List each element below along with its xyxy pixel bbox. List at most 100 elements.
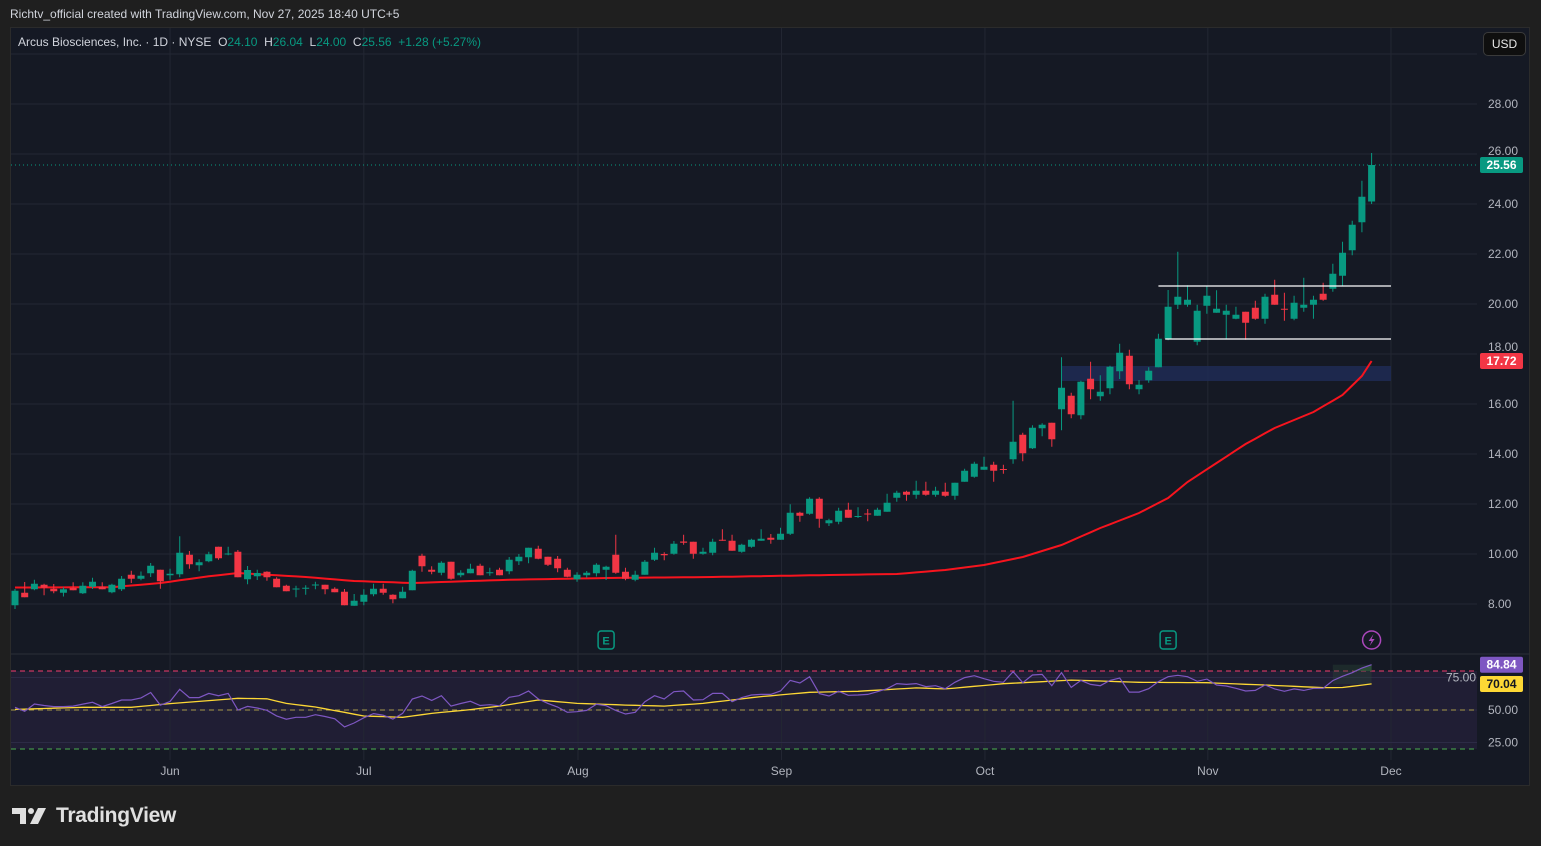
candle[interactable] bbox=[1154, 333, 1162, 368]
currency-button[interactable]: USD bbox=[1483, 32, 1526, 56]
candle[interactable] bbox=[864, 509, 872, 522]
candle[interactable] bbox=[1203, 285, 1211, 314]
candle[interactable] bbox=[602, 565, 610, 580]
candle[interactable] bbox=[718, 529, 726, 541]
candle[interactable] bbox=[195, 559, 203, 572]
candle[interactable] bbox=[796, 511, 804, 522]
candle[interactable] bbox=[1348, 220, 1356, 256]
candle[interactable] bbox=[379, 583, 387, 595]
candle[interactable] bbox=[1087, 361, 1095, 400]
candle[interactable] bbox=[631, 570, 639, 582]
candle[interactable] bbox=[505, 557, 513, 575]
candle[interactable] bbox=[854, 507, 862, 518]
candle[interactable] bbox=[476, 563, 484, 576]
candle[interactable] bbox=[11, 589, 19, 609]
candle[interactable] bbox=[1116, 343, 1124, 379]
candle[interactable] bbox=[370, 583, 378, 597]
candle[interactable] bbox=[205, 551, 213, 563]
candle[interactable] bbox=[980, 456, 988, 470]
candle[interactable] bbox=[1174, 251, 1182, 309]
candle[interactable] bbox=[806, 497, 814, 515]
candle[interactable] bbox=[621, 567, 629, 581]
candle[interactable] bbox=[234, 550, 242, 578]
candle[interactable] bbox=[990, 461, 998, 482]
candle[interactable] bbox=[767, 534, 775, 544]
candle[interactable] bbox=[1222, 304, 1230, 339]
candle[interactable] bbox=[166, 568, 174, 580]
candle[interactable] bbox=[912, 480, 920, 499]
candle[interactable] bbox=[418, 553, 426, 572]
candle[interactable] bbox=[1290, 295, 1298, 321]
candle[interactable] bbox=[282, 584, 290, 592]
candle[interactable] bbox=[457, 570, 465, 578]
candle[interactable] bbox=[331, 587, 339, 593]
candle[interactable] bbox=[224, 546, 232, 556]
candle[interactable] bbox=[108, 583, 116, 594]
candle[interactable] bbox=[1125, 349, 1133, 390]
candle[interactable] bbox=[1329, 263, 1337, 292]
candle[interactable] bbox=[554, 556, 562, 573]
candle[interactable] bbox=[1145, 367, 1153, 383]
candle[interactable] bbox=[1019, 432, 1027, 462]
candle[interactable] bbox=[709, 538, 717, 556]
candle[interactable] bbox=[970, 461, 978, 478]
candle[interactable] bbox=[1067, 392, 1075, 419]
candle[interactable] bbox=[573, 572, 581, 582]
candle[interactable] bbox=[137, 571, 145, 581]
candle[interactable] bbox=[292, 585, 300, 598]
candle[interactable] bbox=[1368, 153, 1376, 204]
candle[interactable] bbox=[1048, 422, 1056, 447]
candle[interactable] bbox=[1077, 380, 1085, 420]
candle[interactable] bbox=[1213, 290, 1221, 313]
candle[interactable] bbox=[399, 586, 407, 599]
candle[interactable] bbox=[350, 594, 358, 606]
symbol-name[interactable]: Arcus Biosciences, Inc. · 1D · NYSE bbox=[18, 35, 212, 49]
candle[interactable] bbox=[311, 581, 319, 590]
candle[interactable] bbox=[408, 569, 416, 591]
candle[interactable] bbox=[1232, 306, 1240, 320]
candle[interactable] bbox=[1339, 241, 1347, 286]
candle[interactable] bbox=[40, 583, 48, 596]
candle[interactable] bbox=[340, 589, 348, 606]
candle[interactable] bbox=[1038, 423, 1046, 437]
candle[interactable] bbox=[428, 566, 436, 575]
candle[interactable] bbox=[321, 584, 329, 595]
candle[interactable] bbox=[437, 561, 445, 576]
rsi-ma-line[interactable] bbox=[14, 679, 1372, 718]
candle[interactable] bbox=[466, 563, 474, 574]
candle[interactable] bbox=[447, 561, 455, 580]
candle[interactable] bbox=[127, 570, 135, 583]
candle[interactable] bbox=[147, 563, 155, 577]
candle[interactable] bbox=[69, 582, 77, 591]
candle[interactable] bbox=[1135, 380, 1143, 395]
candle[interactable] bbox=[728, 534, 736, 551]
candle[interactable] bbox=[30, 579, 38, 591]
candle[interactable] bbox=[941, 482, 949, 497]
candle[interactable] bbox=[641, 560, 649, 575]
candle[interactable] bbox=[496, 567, 503, 576]
candle[interactable] bbox=[544, 556, 552, 566]
rsi-line[interactable] bbox=[14, 664, 1372, 728]
candle[interactable] bbox=[89, 577, 97, 589]
candle[interactable] bbox=[1300, 277, 1308, 312]
candle[interactable] bbox=[1309, 295, 1317, 319]
candle[interactable] bbox=[680, 534, 688, 545]
candle[interactable] bbox=[1096, 375, 1104, 401]
candle[interactable] bbox=[1242, 311, 1250, 340]
candle[interactable] bbox=[835, 507, 843, 525]
candle[interactable] bbox=[873, 507, 881, 516]
candle[interactable] bbox=[902, 490, 910, 501]
candle[interactable] bbox=[273, 577, 281, 588]
candle[interactable] bbox=[825, 518, 833, 526]
candle[interactable] bbox=[699, 547, 707, 555]
candle[interactable] bbox=[757, 529, 765, 541]
candle[interactable] bbox=[893, 490, 901, 502]
candle[interactable] bbox=[185, 551, 193, 569]
candle[interactable] bbox=[612, 534, 620, 574]
candle[interactable] bbox=[21, 582, 29, 598]
candle[interactable] bbox=[253, 569, 261, 580]
candle[interactable] bbox=[244, 566, 252, 585]
candle[interactable] bbox=[747, 538, 755, 548]
candle[interactable] bbox=[932, 486, 940, 497]
